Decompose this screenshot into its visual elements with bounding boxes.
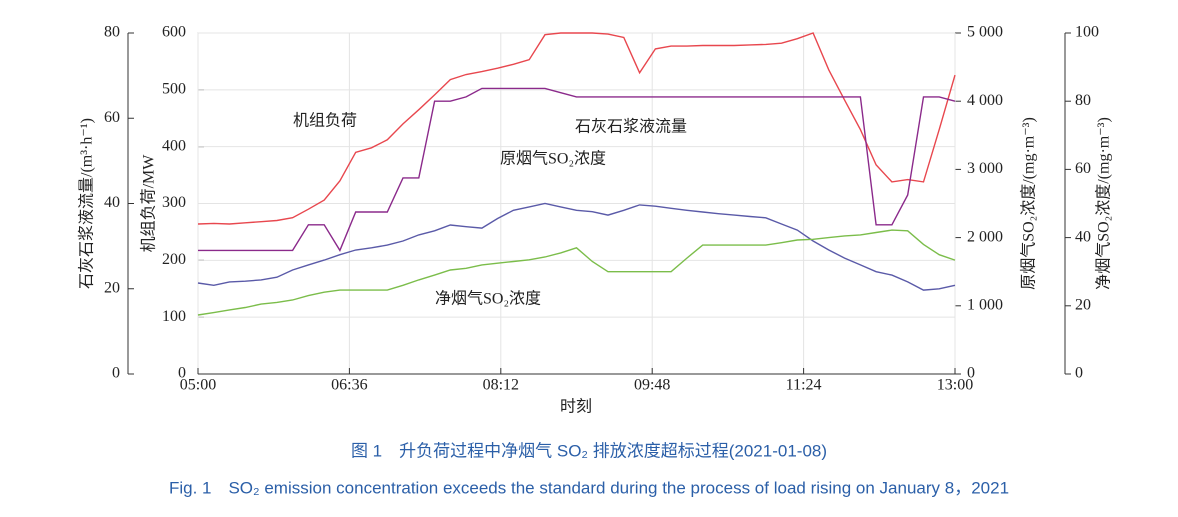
y-tick-label: 1 000 — [967, 296, 1003, 313]
y-tick-label: 3 000 — [967, 160, 1003, 177]
y-axis-title: 原烟气SO₂浓度/(mg·m⁻³) — [1020, 117, 1038, 290]
y-tick-label: 0 — [178, 365, 186, 382]
y-tick-label: 0 — [112, 365, 120, 382]
y-tick-label: 60 — [1075, 160, 1091, 177]
y-tick-label: 0 — [967, 365, 975, 382]
y-tick-label: 400 — [162, 137, 186, 154]
series-line — [197, 229, 956, 316]
y-tick-label: 0 — [1075, 365, 1083, 382]
x-tick-label: 09:48 — [634, 377, 670, 394]
y-tick-label: 300 — [162, 194, 186, 211]
y-tick-label: 100 — [162, 308, 186, 325]
series-annotation: 净烟气SO₂浓度 — [435, 290, 541, 308]
x-tick-label: 05:00 — [180, 377, 216, 394]
y-tick-label: 20 — [1075, 296, 1091, 313]
y-tick-label: 40 — [104, 194, 120, 211]
caption-cn: 图 1 升负荷过程中净烟气 SO₂ 排放浓度超标过程(2021-01-08) — [351, 441, 827, 460]
y-axis-title: 机组负荷/MW — [140, 154, 158, 253]
caption-en: Fig. 1 SO₂ emission concentration exceed… — [169, 478, 1009, 497]
series-line — [197, 32, 956, 225]
y-tick-label: 2 000 — [967, 228, 1003, 245]
y-tick-label: 100 — [1075, 24, 1099, 41]
series-annotation: 机组负荷 — [293, 112, 357, 130]
y-tick-label: 60 — [104, 109, 120, 126]
x-tick-label: 06:36 — [331, 377, 367, 394]
x-axis-label: 时刻 — [560, 398, 592, 416]
x-tick-label: 13:00 — [937, 377, 973, 394]
y-tick-label: 80 — [104, 24, 120, 41]
y-tick-label: 80 — [1075, 92, 1091, 109]
series-annotation: 石灰石浆液流量 — [575, 118, 687, 136]
y-tick-label: 500 — [162, 81, 186, 98]
series-line — [198, 87, 956, 252]
y-tick-label: 4 000 — [967, 92, 1003, 109]
x-tick-label: 08:12 — [483, 377, 519, 394]
y-tick-label: 200 — [162, 251, 186, 268]
y-tick-label: 40 — [1075, 228, 1091, 245]
series-line — [197, 202, 956, 291]
y-tick-label: 600 — [162, 24, 186, 41]
series-annotation: 原烟气SO₂浓度 — [500, 150, 606, 168]
y-axis-title: 石灰石浆液流量/(m³·h⁻¹) — [78, 118, 96, 289]
y-axis-title: 净烟气SO₂浓度/(mg·m⁻³) — [1095, 117, 1113, 290]
y-tick-label: 5 000 — [967, 24, 1003, 41]
y-tick-label: 20 — [104, 279, 120, 296]
x-tick-label: 11:24 — [786, 377, 822, 394]
